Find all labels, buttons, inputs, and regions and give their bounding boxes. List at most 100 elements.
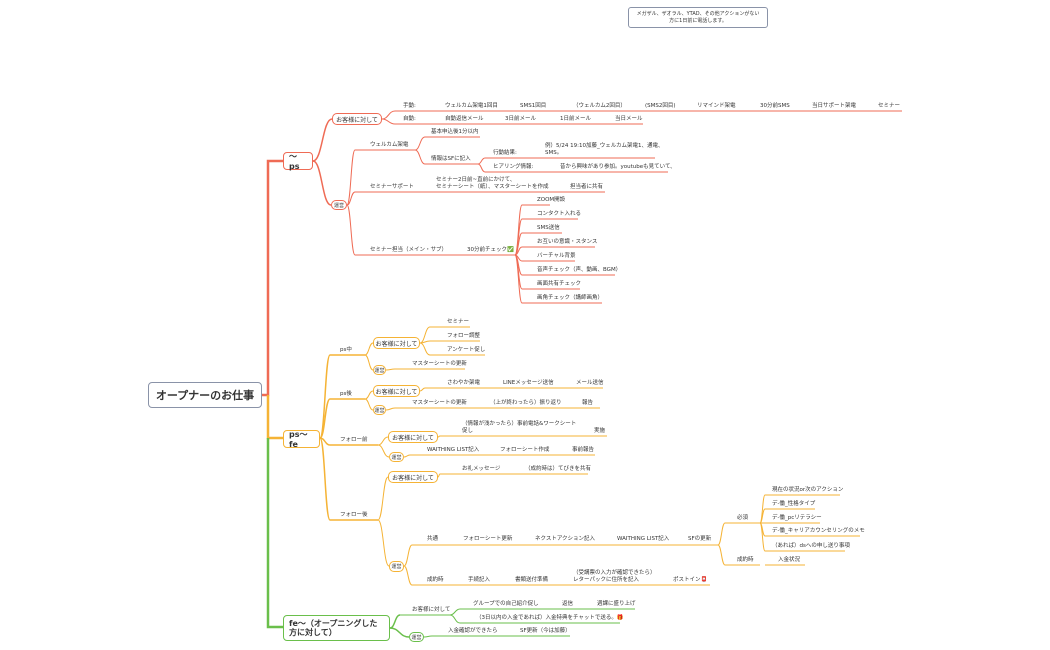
after-follow-customer-node[interactable]: お客様に対して xyxy=(388,471,438,483)
before-follow-item[interactable]: （情報が浅かったら）事前電話&ワークシート xyxy=(462,421,577,427)
branch-ps[interactable]: 〜ps xyxy=(283,152,313,171)
after-item[interactable]: LINEメッセージ送信 xyxy=(503,380,554,386)
common-label[interactable]: 共通 xyxy=(427,536,439,542)
letterpack-step[interactable]: （受講票の入力が確認できたら） xyxy=(573,570,656,576)
fe-ops-node[interactable]: 運営 xyxy=(409,632,424,642)
within-one-minute[interactable]: 基本申込後1分以内 xyxy=(431,129,479,135)
before-follow-item[interactable]: 実施 xyxy=(594,428,606,434)
manual-step[interactable]: SMS1回目 xyxy=(520,103,547,109)
required-item[interactable]: デ-働_キャリアカウンセリングのメモ xyxy=(772,528,865,534)
ps-customer-node[interactable]: お客様に対して xyxy=(332,113,382,125)
check-item[interactable]: ZOOM開設 xyxy=(537,197,566,203)
auto-step[interactable]: 3日前メール xyxy=(505,116,536,122)
check-item[interactable]: 画面共有チェック xyxy=(537,281,582,287)
required-item[interactable]: デ-働_pcリテラシー xyxy=(772,515,822,521)
fe-bonus[interactable]: （3日以内の入金であれば）入金特典をチャットで送る。🎁 xyxy=(476,615,624,621)
fe-ops-item[interactable]: SF更新（今は加藤） xyxy=(520,628,571,634)
contract-step[interactable]: 手続記入 xyxy=(468,577,491,583)
check-item[interactable]: 音声チェック（声、動画、BGM） xyxy=(537,267,622,273)
letterpack-step[interactable]: レターパックに住所を記入 xyxy=(573,577,639,583)
manual-step[interactable]: (SMS2回目) xyxy=(645,103,676,109)
during-item[interactable]: フォロー調整 xyxy=(447,333,481,339)
support-detail[interactable]: セミナーシート（紙）、マスターシートを作成 xyxy=(436,184,549,190)
check-item[interactable]: SMS送信 xyxy=(537,225,560,231)
common-step[interactable]: SFの更新 xyxy=(688,536,712,542)
note-box[interactable]: メガザル、ザオラル、YTAD、その他アクションがない 方に1日前に電話します。 xyxy=(628,7,768,28)
contract-label[interactable]: 成約時 xyxy=(737,557,754,563)
auto-step[interactable]: 1日前メール xyxy=(560,116,591,122)
manual-step[interactable]: リマインド架電 xyxy=(697,103,736,109)
post-in-step[interactable]: ポストイン📮 xyxy=(673,577,708,583)
manual-step[interactable]: ウェルカム架電1回目 xyxy=(445,103,498,109)
check-item[interactable]: 画角チェック（講師画角） xyxy=(537,295,604,301)
ps-during[interactable]: ps中 xyxy=(340,347,352,353)
auto-step[interactable]: 当日メール xyxy=(615,116,643,122)
before-follow-ops-item[interactable]: フォローシート作成 xyxy=(500,447,550,453)
after-item[interactable]: さわやか架電 xyxy=(447,380,481,386)
branch-ps-fe[interactable]: ps〜fe xyxy=(283,430,320,449)
check-item[interactable]: コンタクト入れる xyxy=(537,211,582,217)
before-follow-item[interactable]: 促し xyxy=(462,428,474,434)
contract-step[interactable]: 書類送付準備 xyxy=(515,577,549,583)
manual-step[interactable]: （ウェルカム2回目） xyxy=(573,103,626,109)
after-ops-item[interactable]: マスターシートの更新 xyxy=(412,400,467,406)
check-item[interactable]: バーチャル背景 xyxy=(537,253,576,259)
required-item[interactable]: デ-働_性格タイプ xyxy=(772,501,816,507)
root-topic[interactable]: オープナーのお仕事 xyxy=(148,382,262,408)
manual-label[interactable]: 手動: xyxy=(403,103,416,109)
before-follow-ops-node[interactable]: 運営 xyxy=(389,452,404,462)
after-follow-item[interactable]: （成約時は）てびきを共有 xyxy=(525,466,592,472)
required-item[interactable]: 現在の状況or次のアクション xyxy=(772,487,844,493)
after-ops-item[interactable]: 報告 xyxy=(582,400,594,406)
after-customer-node[interactable]: お客様に対して xyxy=(373,385,420,397)
auto-label[interactable]: 自動: xyxy=(403,116,416,122)
check-item[interactable]: お互いの意識・スタンス xyxy=(537,239,598,245)
result-example[interactable]: SMS。 xyxy=(545,150,563,156)
required-item[interactable]: （あれば）dsへの申し送り事項 xyxy=(772,543,850,549)
fe-ops-item[interactable]: 入金確認ができたら xyxy=(448,628,498,634)
before-follow-ops-item[interactable]: 事前報告 xyxy=(572,447,595,453)
common-step[interactable]: フォローシート更新 xyxy=(463,536,513,542)
required-label[interactable]: 必須 xyxy=(737,515,749,521)
common-step[interactable]: WAITHING LIST記入 xyxy=(617,536,670,542)
fe-customer-node[interactable]: お客様に対して xyxy=(412,607,451,613)
after-ops-item[interactable]: （上が終わったら）振り返り xyxy=(490,400,562,406)
support-detail[interactable]: セミナー2日前~直前にかけて、 xyxy=(436,177,516,183)
payment-status[interactable]: 入金状況 xyxy=(778,557,801,563)
manual-step[interactable]: セミナー xyxy=(878,103,901,109)
manual-step[interactable]: 当日サポート架電 xyxy=(812,103,857,109)
after-follow-ops-node[interactable]: 運営 xyxy=(389,561,404,572)
during-ops-item[interactable]: マスターシートの更新 xyxy=(412,361,467,367)
auto-step[interactable]: 自動返信メール xyxy=(445,116,484,122)
after-follow[interactable]: フォロー後 xyxy=(340,512,368,518)
during-item[interactable]: アンケート促し xyxy=(447,347,486,353)
branch-fe[interactable]: fe〜（オープニングした方に対して） xyxy=(283,615,390,641)
before-follow-ops-item[interactable]: WAITHING LIST記入 xyxy=(427,447,480,453)
sf-entry[interactable]: 情報はSFに記入 xyxy=(431,156,471,162)
ps-ops-node[interactable]: 運営 xyxy=(331,200,347,210)
before-follow-customer-node[interactable]: お客様に対して xyxy=(388,431,438,443)
fe-item[interactable]: 返信 xyxy=(562,601,574,607)
after-item[interactable]: メール送信 xyxy=(576,380,604,386)
contract-step[interactable]: 成約時 xyxy=(427,577,444,583)
share-with-owner[interactable]: 担当者に共有 xyxy=(570,184,604,190)
before-follow[interactable]: フォロー前 xyxy=(340,437,368,443)
manual-step[interactable]: 30分前SMS xyxy=(760,103,790,109)
during-customer-node[interactable]: お客様に対して xyxy=(373,337,420,349)
fe-item[interactable]: グループでの自己紹介促し xyxy=(473,601,539,607)
hearing-example[interactable]: 昔から興味があり参加。youtubeも見ていて、 xyxy=(560,164,676,170)
seminar-support[interactable]: セミナーサポート xyxy=(370,184,414,190)
after-follow-item[interactable]: お礼メッセージ xyxy=(462,466,501,472)
during-item[interactable]: セミナー xyxy=(447,319,470,325)
welcome-call[interactable]: ウェルカム架電 xyxy=(370,142,409,148)
hearing-label[interactable]: ヒアリング情報: xyxy=(493,164,534,170)
seminar-owner[interactable]: セミナー担当（メイン・サブ） xyxy=(370,247,448,253)
common-step[interactable]: ネクストアクション記入 xyxy=(535,536,596,542)
thirty-min-check[interactable]: 30分前チェック✅ xyxy=(467,247,514,253)
ps-after[interactable]: ps後 xyxy=(340,391,352,397)
after-ops-node[interactable]: 運営 xyxy=(373,405,386,415)
result-label[interactable]: 行動結果: xyxy=(493,150,517,156)
during-ops-node[interactable]: 運営 xyxy=(373,365,386,375)
result-example[interactable]: 例）5/24 19:10加藤_ウェルカム架電1、通電、 xyxy=(545,143,664,149)
fe-item[interactable]: 週課に盛り上げ xyxy=(597,601,636,607)
